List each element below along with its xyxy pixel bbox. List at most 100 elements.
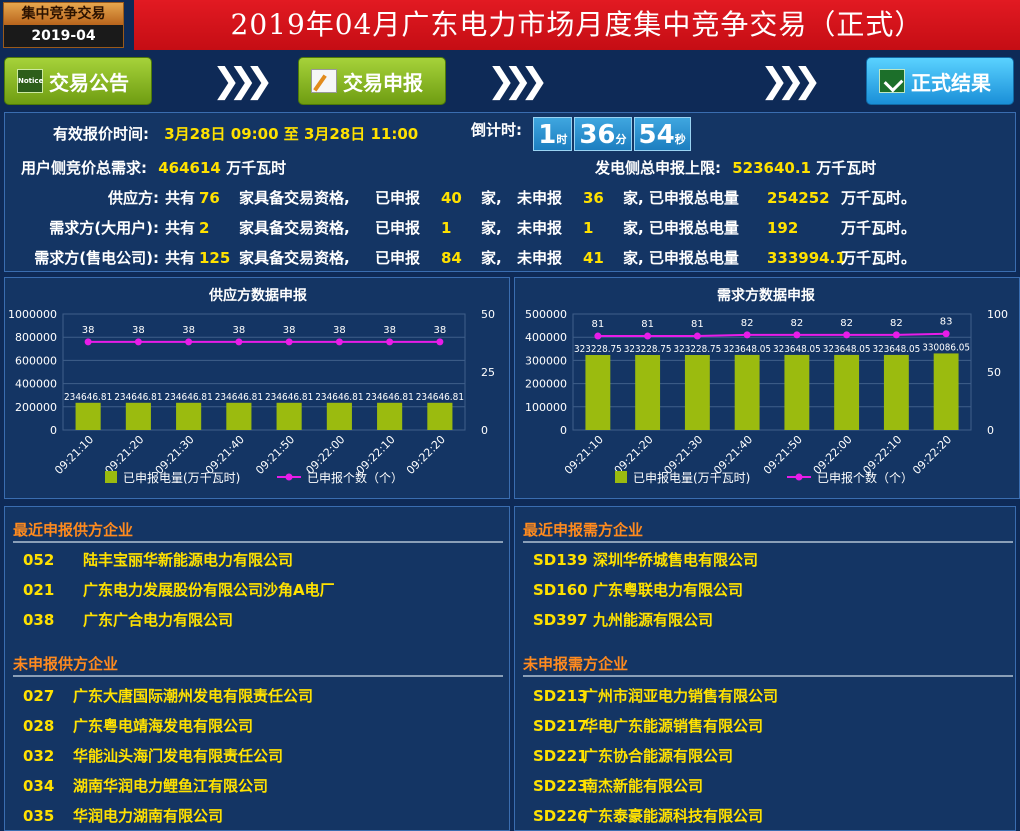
- bar: [585, 355, 611, 430]
- company-code: SD397: [533, 611, 588, 629]
- company-code: SD217: [533, 717, 588, 735]
- line-data-label: 38: [383, 325, 396, 336]
- bar: [176, 402, 202, 430]
- list-item[interactable]: SD223南杰新能有限公司: [533, 775, 703, 796]
- line-data-label: 38: [434, 325, 447, 336]
- company-name: 广东广合电力有限公司: [83, 611, 234, 629]
- row-label: 需求方(售电公司):: [34, 249, 159, 267]
- x-tick-label: 09:22:20: [910, 433, 954, 477]
- chart-title: 供应方数据申报: [208, 287, 307, 304]
- divider: [13, 541, 503, 543]
- bar: [635, 355, 661, 430]
- countdown: 倒计时: 1时 36分 54秒: [471, 117, 691, 151]
- badge-type: 集中竞争交易: [4, 3, 123, 25]
- row-text: 已申报: [375, 189, 421, 207]
- demand-list-panel: 最近申报需方企业 SD139 深圳华侨城售电有限公司 SD160 广东粤联电力有限公司…: [514, 506, 1016, 831]
- chevron-right-icon: ❯❯❯: [760, 61, 822, 101]
- list-item[interactable]: 032 华能汕头海门发电有限责任公司: [23, 745, 283, 766]
- line-point: [436, 338, 444, 346]
- list-item[interactable]: SD160 广东粤联电力有限公司: [533, 579, 743, 600]
- list-item[interactable]: SD217华电广东能源销售有限公司: [533, 715, 763, 736]
- line-point: [335, 338, 343, 346]
- list-item[interactable]: 028 广东粤电靖海发电有限公司: [23, 715, 253, 736]
- list-item[interactable]: 027 广东大唐国际潮州发电有限责任公司: [23, 685, 313, 706]
- line-point: [743, 331, 751, 339]
- row-undeclared: 1: [583, 219, 594, 237]
- y2-tick-label: 100: [987, 308, 1008, 321]
- list-item[interactable]: SD139 深圳华侨城售电有限公司: [533, 549, 758, 570]
- bar: [377, 402, 403, 430]
- x-tick-label: 09:21:50: [253, 433, 297, 477]
- bid-time: 有效报价时间: 3月28日 09:00 至 3月28日 11:00: [53, 123, 418, 144]
- line-data-label: 38: [82, 325, 95, 336]
- header: 集中竞争交易 2019-04 2019年04月广东电力市场月度集中竞争交易（正式…: [0, 0, 1020, 50]
- bar-data-label: 234646.81: [265, 392, 313, 403]
- bar-data-label: 323648.05: [873, 344, 921, 355]
- company-code: SD160: [533, 581, 588, 599]
- user-demand-unit: 万千瓦时: [226, 159, 287, 177]
- countdown-hours: 1时: [533, 117, 573, 151]
- company-code: 028: [23, 717, 55, 735]
- bar: [125, 402, 151, 430]
- row-label: 供应方:: [108, 189, 159, 207]
- list-item[interactable]: 052 陆丰宝丽华新能源电力有限公司: [23, 549, 293, 570]
- bar: [834, 354, 860, 430]
- bar-data-label: 323228.75: [674, 344, 722, 355]
- company-code: 021: [23, 581, 55, 599]
- line-data-label: 81: [641, 319, 654, 330]
- demand-chart: 需求方数据申报 500000 400000 300000 200000 100000 0 10…: [525, 287, 1008, 485]
- bar-data-label: 330086.05: [922, 342, 970, 353]
- line-data-label: 38: [283, 325, 296, 336]
- list-item[interactable]: 035 华润电力湖南有限公司: [23, 805, 223, 826]
- row-text: 已申报: [375, 219, 421, 237]
- line-point: [942, 330, 950, 338]
- list-item[interactable]: SD221广东协合能源有限公司: [533, 745, 733, 766]
- row-text: 家, 已申报总电量: [623, 219, 739, 237]
- company-code: SD226: [533, 807, 588, 825]
- chart-title: 需求方数据申报: [717, 287, 815, 304]
- row-unit: 万千瓦时。: [841, 219, 917, 237]
- bid-time-value: 3月28日 09:00 至 3月28日 11:00: [164, 125, 419, 143]
- bar: [883, 354, 909, 430]
- supply-list-panel: 最近申报供方企业 052 陆丰宝丽华新能源电力有限公司 021 广东电力发展股份有限公…: [4, 506, 510, 831]
- demand-chart-panel: 需求方数据申报 500000 400000 300000 200000 100000 0 10…: [514, 277, 1020, 499]
- supply-row: 供应方: 共有 76 家具备交易资格, 已申报 40 家, 未申报 36 家, 已申报总电量 254…: [5, 187, 951, 208]
- company-name: 华电广东能源销售有限公司: [583, 717, 764, 735]
- list-item[interactable]: 021 广东电力发展股份有限公司沙角A电厂: [23, 579, 335, 600]
- y2-tick-label: 25: [481, 366, 495, 379]
- legend-line-marker: [285, 473, 293, 481]
- y2-tick-label: 0: [987, 424, 994, 437]
- company-name: 南杰新能有限公司: [583, 777, 704, 795]
- announcement-button[interactable]: Notice 交易公告: [4, 57, 152, 105]
- list-item[interactable]: SD226广东泰豪能源科技有限公司: [533, 805, 763, 826]
- company-code: SD223: [533, 777, 588, 795]
- bar-data-label: 323228.75: [574, 344, 622, 355]
- countdown-minutes: 36分: [574, 117, 632, 151]
- line-data-label: 82: [791, 318, 804, 329]
- line-data-label: 38: [333, 325, 346, 336]
- company-name: 广东大唐国际潮州发电有限责任公司: [73, 687, 314, 705]
- y-tick-label: 600000: [15, 354, 57, 367]
- row-text: 共有: [165, 249, 196, 267]
- list-item[interactable]: 034 湖南华润电力鲤鱼江有限公司: [23, 775, 268, 796]
- row-text: 已申报: [375, 249, 421, 267]
- company-code: 032: [23, 747, 55, 765]
- bid-button[interactable]: 交易申报: [298, 57, 446, 105]
- undeclared-demand-title: 未申报需方企业: [523, 655, 629, 673]
- page-title: 2019年04月广东电力市场月度集中竞争交易（正式）: [134, 0, 1020, 50]
- bar-data-label: 234646.81: [416, 392, 464, 403]
- row-text: 家具备交易资格,: [239, 189, 350, 207]
- row-energy: 192: [767, 219, 799, 237]
- legend-bar-label: 已申报电量(万千瓦时): [633, 470, 750, 485]
- bar-data-label: 323648.05: [823, 344, 871, 355]
- list-item[interactable]: SD397 九州能源有限公司: [533, 609, 713, 630]
- list-item[interactable]: SD213广州市润亚电力销售有限公司: [533, 685, 778, 706]
- line-point: [644, 332, 652, 340]
- supply-chart-panel: 供应方数据申报 1000000 800000 600000 400000 200000 0 5…: [4, 277, 510, 499]
- y2-tick-label: 0: [481, 424, 488, 437]
- divider: [523, 675, 1013, 677]
- result-button[interactable]: 正式结果: [866, 57, 1014, 105]
- company-code: 038: [23, 611, 55, 629]
- row-label: 需求方(大用户):: [49, 219, 159, 237]
- list-item[interactable]: 038 广东广合电力有限公司: [23, 609, 233, 630]
